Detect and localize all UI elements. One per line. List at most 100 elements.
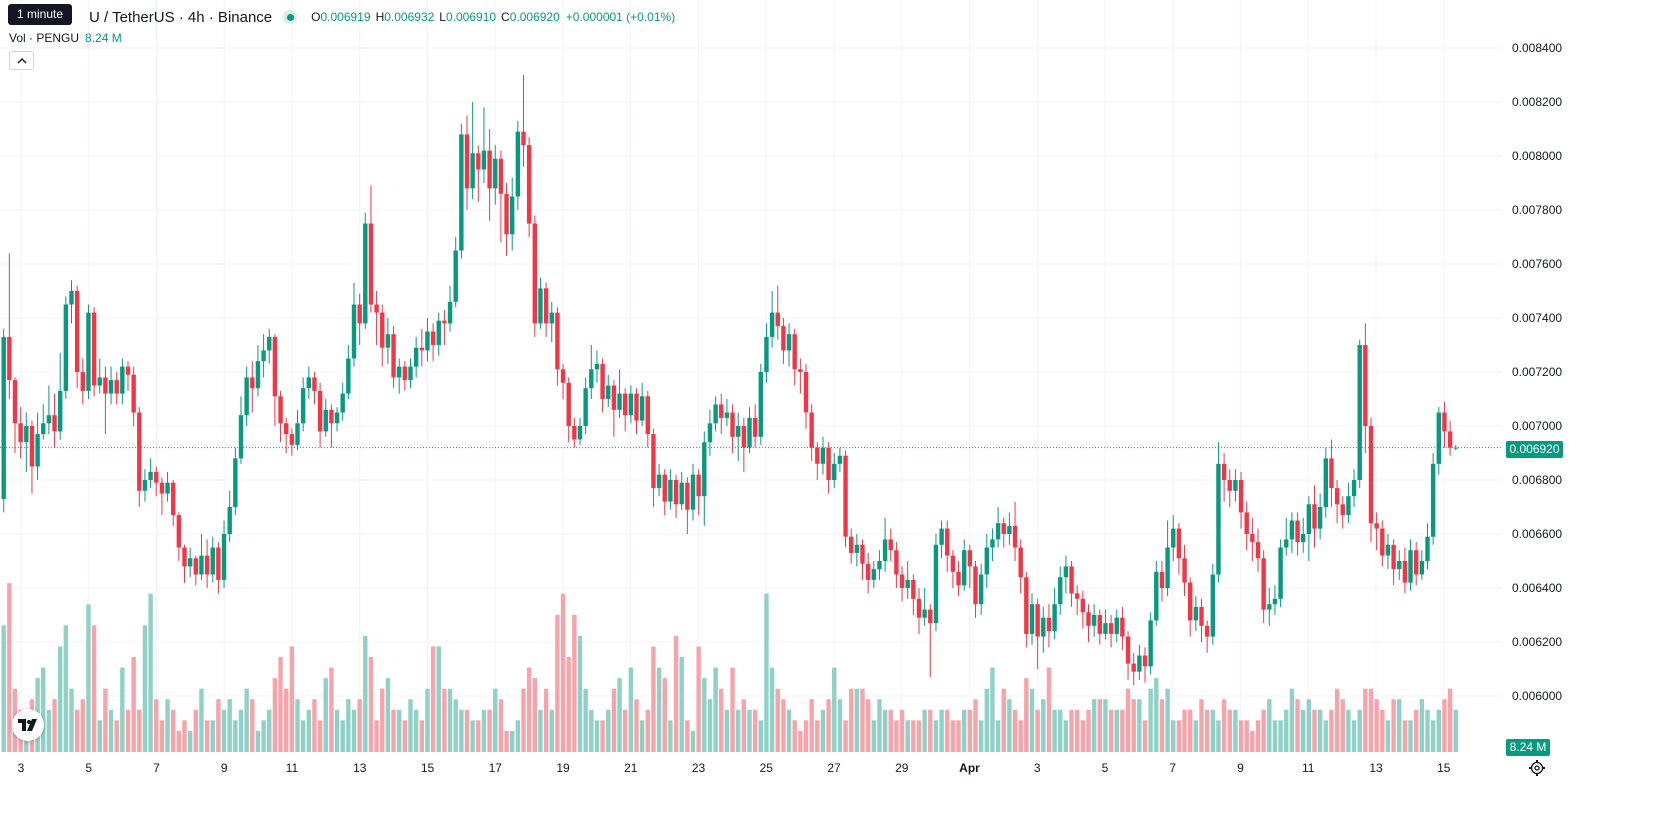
collapse-legend-button[interactable]	[9, 51, 34, 70]
candle-body	[18, 423, 23, 443]
volume-bar	[843, 720, 848, 752]
volume-bar	[1363, 688, 1368, 752]
volume-bar	[1255, 720, 1261, 752]
candle-body	[1097, 615, 1102, 634]
gear-icon[interactable]	[1528, 759, 1546, 777]
candle-body	[1029, 604, 1035, 634]
volume-bar	[1425, 709, 1430, 752]
candle-body	[176, 515, 182, 548]
time-tick: 15	[1437, 761, 1451, 775]
candle-body	[442, 320, 447, 324]
volume-bar	[1, 625, 6, 752]
candle-body	[1436, 412, 1441, 464]
candle-body	[752, 417, 758, 437]
volume-bar	[978, 720, 984, 752]
volume-bar	[877, 699, 882, 752]
volume-bar	[1442, 699, 1447, 752]
candle-body	[962, 550, 967, 586]
candle-body	[1058, 577, 1063, 605]
volume-bar	[1267, 699, 1272, 752]
volume-bar	[1142, 720, 1148, 752]
volume-bar	[1329, 709, 1334, 752]
candle-body	[967, 550, 973, 567]
time-tick: 19	[556, 761, 570, 775]
candle-body	[1391, 544, 1396, 570]
volume-bar	[950, 720, 956, 752]
volume-bar	[74, 709, 80, 752]
candle-body	[142, 480, 148, 491]
candle-body	[255, 361, 261, 389]
volume-bar	[606, 709, 611, 752]
candle-body	[1419, 561, 1425, 575]
volume-bar	[1272, 720, 1278, 752]
candle-body	[41, 423, 46, 435]
candle-body	[464, 134, 470, 189]
volume-bar	[442, 688, 447, 752]
volume-bar	[1137, 699, 1142, 752]
volume-bar	[803, 720, 809, 752]
volume-bar	[1001, 688, 1006, 752]
volume-bar	[267, 709, 272, 752]
volume-title[interactable]: Vol · PENGU	[9, 31, 80, 45]
volume-bar	[402, 720, 408, 752]
candle-body	[1131, 663, 1136, 672]
candle-body	[12, 380, 18, 424]
candle-body	[498, 158, 504, 194]
candle-body	[80, 372, 85, 391]
price-tick: 0.007200	[1512, 365, 1562, 379]
volume-bar	[589, 709, 594, 752]
candle-body	[261, 350, 266, 362]
candle-body	[1425, 536, 1430, 561]
candle-body	[69, 291, 74, 305]
volume-bar	[1295, 699, 1300, 752]
candle-body	[300, 388, 306, 424]
volume-bar	[1289, 688, 1295, 752]
candle-body	[1374, 523, 1379, 529]
volume-bar	[956, 720, 961, 752]
volume-bar	[566, 657, 571, 752]
current-price-label: 0.006920	[1506, 441, 1563, 458]
volume-bar	[295, 699, 300, 752]
candle-body	[719, 404, 724, 418]
market-status-icon	[283, 10, 298, 24]
volume-bar	[532, 678, 537, 752]
volume-bar	[899, 709, 905, 752]
candle-body	[1442, 412, 1447, 432]
volume-bar	[1080, 720, 1086, 752]
volume-bar	[97, 720, 102, 752]
tradingview-logo-icon[interactable]	[12, 709, 44, 741]
volume-bar	[747, 709, 752, 752]
volume-bar	[510, 730, 515, 752]
candle-body	[634, 393, 639, 421]
volume-bar	[730, 667, 735, 752]
volume-bar	[538, 709, 543, 752]
candle-body	[86, 312, 91, 391]
candle-body	[199, 555, 204, 575]
candle-body	[905, 579, 910, 588]
candle-body	[1001, 523, 1006, 534]
volume-bar	[894, 720, 899, 752]
volume-bar	[80, 699, 85, 752]
volume-bar	[1058, 709, 1063, 752]
symbol-title[interactable]: U / TetherUS · 4h · Binance	[89, 8, 273, 26]
volume-bar	[724, 709, 730, 752]
candle-body	[103, 377, 108, 394]
volume-bar	[481, 709, 487, 752]
candle-body	[973, 566, 978, 605]
candle-body	[990, 539, 995, 548]
volume-bar	[1035, 709, 1040, 752]
candle-body	[1278, 547, 1283, 599]
candle-body	[1301, 534, 1306, 543]
candle-body	[210, 547, 215, 575]
candle-body	[583, 388, 588, 426]
volume-bar	[865, 699, 871, 752]
candle-body	[673, 480, 679, 505]
volume-bar	[1301, 709, 1306, 752]
candle-body	[1182, 558, 1187, 583]
price-tick: 0.008400	[1512, 41, 1562, 55]
volume-bar	[334, 709, 340, 752]
volume-bar	[1024, 678, 1029, 752]
candle-body	[1284, 539, 1289, 548]
candle-body	[736, 426, 741, 437]
